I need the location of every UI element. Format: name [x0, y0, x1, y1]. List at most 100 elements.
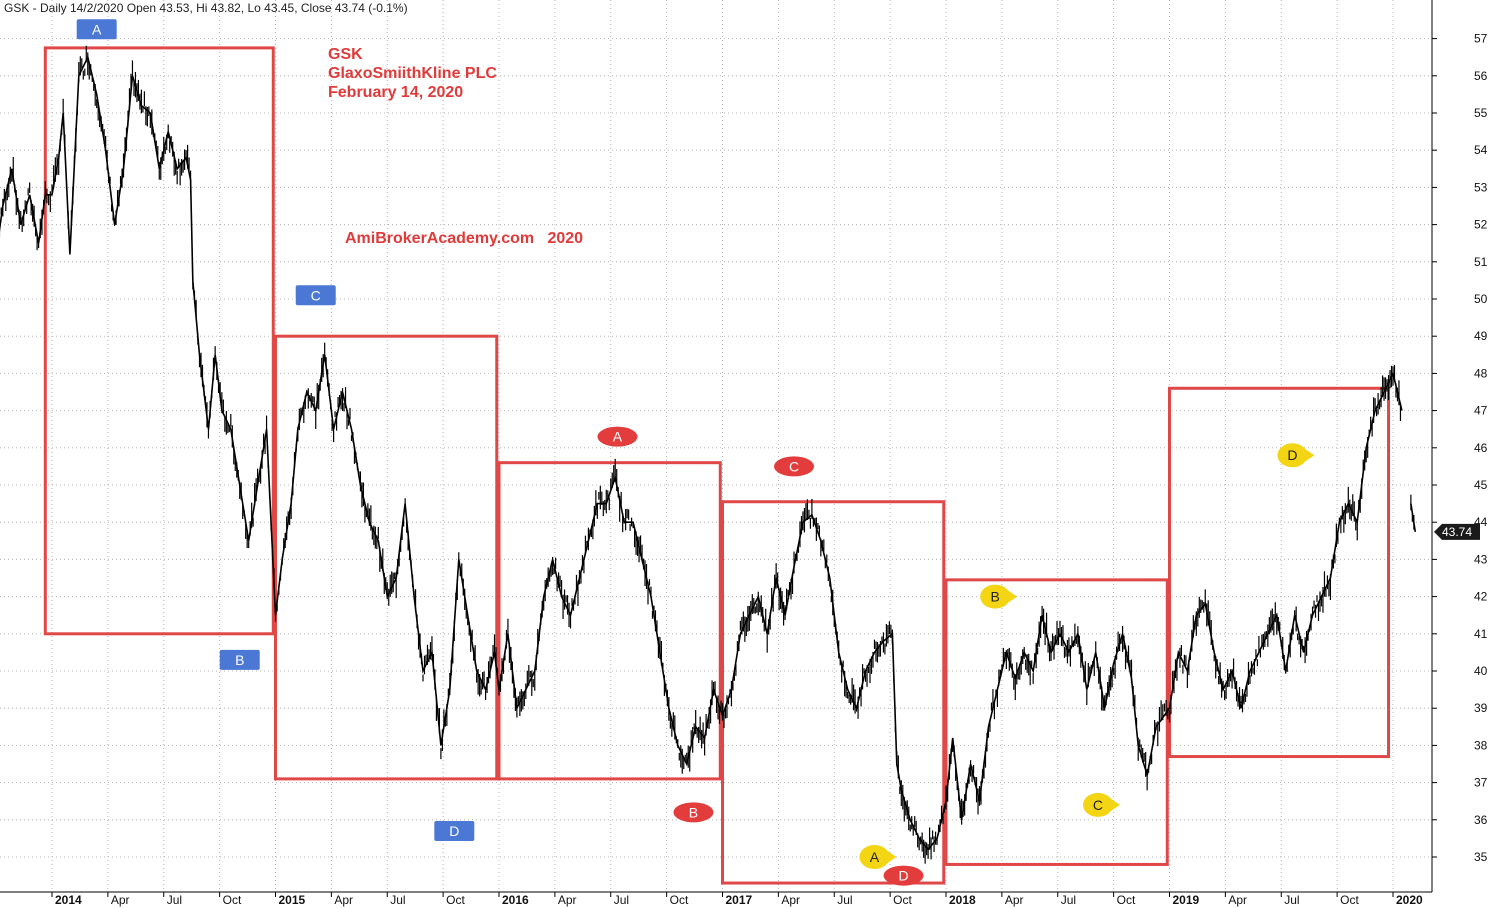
x-tick-label: Jul: [390, 893, 405, 907]
price-tag: 43.74: [1434, 523, 1480, 540]
label-text: C: [311, 287, 321, 303]
x-tick-label: Oct: [446, 893, 465, 907]
range-box: [274, 334, 499, 781]
title-annotation: GSK GlaxoSmiithKline PLC February 14, 20…: [328, 46, 583, 247]
point-label-yellow: A: [859, 845, 897, 869]
x-tick-label: Apr: [1005, 893, 1024, 907]
x-tick-label: 2019: [1173, 893, 1200, 907]
y-tick-label: 37: [1474, 776, 1488, 790]
x-tick-label: Jul: [837, 893, 852, 907]
x-tick-label: 2015: [279, 893, 306, 907]
y-axis-ticks: 3536373839404142434445464748495051525354…: [1432, 32, 1488, 864]
label-text: B: [990, 589, 999, 605]
label-text: A: [613, 429, 623, 445]
label-text: B: [689, 804, 698, 820]
point-label-yellow: D: [1277, 443, 1315, 468]
point-label-blue: A: [76, 19, 117, 40]
y-tick-label: 39: [1474, 701, 1488, 715]
y-tick-label: 51: [1474, 255, 1488, 269]
range-box: [721, 500, 946, 885]
point-label-red: D: [883, 865, 924, 886]
y-tick-label: 36: [1474, 813, 1488, 827]
point-label-yellow: C: [1082, 792, 1120, 817]
point-label-blue: B: [219, 649, 260, 670]
x-tick-label: Jul: [1061, 893, 1076, 907]
title-line-1: GSK: [328, 46, 363, 63]
y-tick-label: 56: [1474, 69, 1488, 83]
y-tick-label: 54: [1474, 143, 1488, 157]
y-tick-label: 55: [1474, 106, 1488, 120]
point-label-red: B: [673, 802, 714, 823]
point-label-blue: C: [295, 285, 336, 306]
x-tick-label: Apr: [781, 893, 800, 907]
x-tick-label: Apr: [558, 893, 577, 907]
price-line: [0, 54, 1403, 851]
label-box: [76, 19, 117, 40]
point-label-yellow: B: [980, 584, 1018, 609]
point-label-blue: D: [434, 820, 475, 841]
label-text: C: [789, 458, 799, 474]
x-axis-ticks: 2014 Apr Jul Oct 2015 Apr Jul Oct 2016 Apr Jul Oct 2…: [51, 892, 1423, 907]
y-tick-label: 53: [1474, 180, 1488, 194]
label-text: D: [449, 823, 459, 839]
x-tick-label: Oct: [893, 893, 912, 907]
x-tick-label: Apr: [1228, 893, 1247, 907]
x-tick-label: Oct: [1117, 893, 1136, 907]
y-tick-label: 48: [1474, 366, 1488, 380]
label-ellipse: [597, 426, 638, 447]
y-tick-label: 38: [1474, 738, 1488, 752]
chart-header: GSK - Daily 14/2/2020 Open 43.53, Hi 43.…: [4, 1, 408, 15]
x-tick-label: Jul: [1284, 893, 1299, 907]
range-box: [497, 461, 722, 781]
label-text: A: [92, 21, 102, 37]
watermark-text: AmiBrokerAcademy.com 2020: [345, 230, 583, 247]
label-pointer: [1302, 447, 1315, 464]
x-tick-label: Oct: [1340, 893, 1359, 907]
x-tick-label: 2020: [1396, 893, 1423, 907]
point-label-red: A: [597, 426, 638, 447]
y-tick-label: 50: [1474, 292, 1488, 306]
y-tick-label: 40: [1474, 664, 1488, 678]
y-tick-label: 35: [1474, 850, 1488, 864]
label-ellipse: [673, 802, 714, 823]
y-tick-label: 42: [1474, 590, 1488, 604]
x-tick-label: Oct: [223, 893, 242, 907]
y-tick-label: 41: [1474, 627, 1488, 641]
y-tick-label: 43: [1474, 552, 1488, 566]
label-ellipse: [774, 456, 815, 477]
title-line-3: February 14, 2020: [328, 84, 463, 101]
point-label-red: C: [774, 456, 815, 477]
y-tick-label: 52: [1474, 218, 1488, 232]
label-ellipse: [883, 865, 924, 886]
title-line-2: GlaxoSmiithKline PLC: [328, 65, 497, 82]
label-box: [219, 649, 260, 670]
range-box: [1168, 386, 1391, 759]
label-box: [434, 820, 475, 841]
x-tick-label: 2014: [55, 893, 82, 907]
y-tick-label: 57: [1474, 32, 1488, 46]
label-text: C: [1093, 797, 1103, 813]
label-pointer: [1107, 796, 1120, 813]
x-tick-label: Apr: [111, 893, 130, 907]
label-pointer: [884, 849, 897, 865]
x-tick-label: Jul: [167, 893, 182, 907]
y-tick-label: 47: [1474, 404, 1488, 418]
x-tick-label: Jul: [614, 893, 629, 907]
label-text: B: [235, 652, 244, 668]
y-tick-label: 45: [1474, 478, 1488, 492]
label-text: D: [1287, 447, 1297, 463]
price-tag-value: 43.74: [1442, 525, 1472, 539]
gridlines: [0, 0, 1432, 892]
y-tick-label: 46: [1474, 441, 1488, 455]
price-series: [0, 45, 1417, 864]
range-box: [944, 578, 1169, 866]
y-tick-label: 49: [1474, 329, 1488, 343]
x-tick-label: 2016: [502, 893, 529, 907]
price-line: [1410, 503, 1417, 533]
price-tag-shape: [1434, 523, 1480, 540]
range-boxes: [43, 46, 1391, 885]
label-text: A: [870, 849, 880, 865]
x-tick-label: 2017: [726, 893, 753, 907]
x-tick-label: Oct: [670, 893, 689, 907]
